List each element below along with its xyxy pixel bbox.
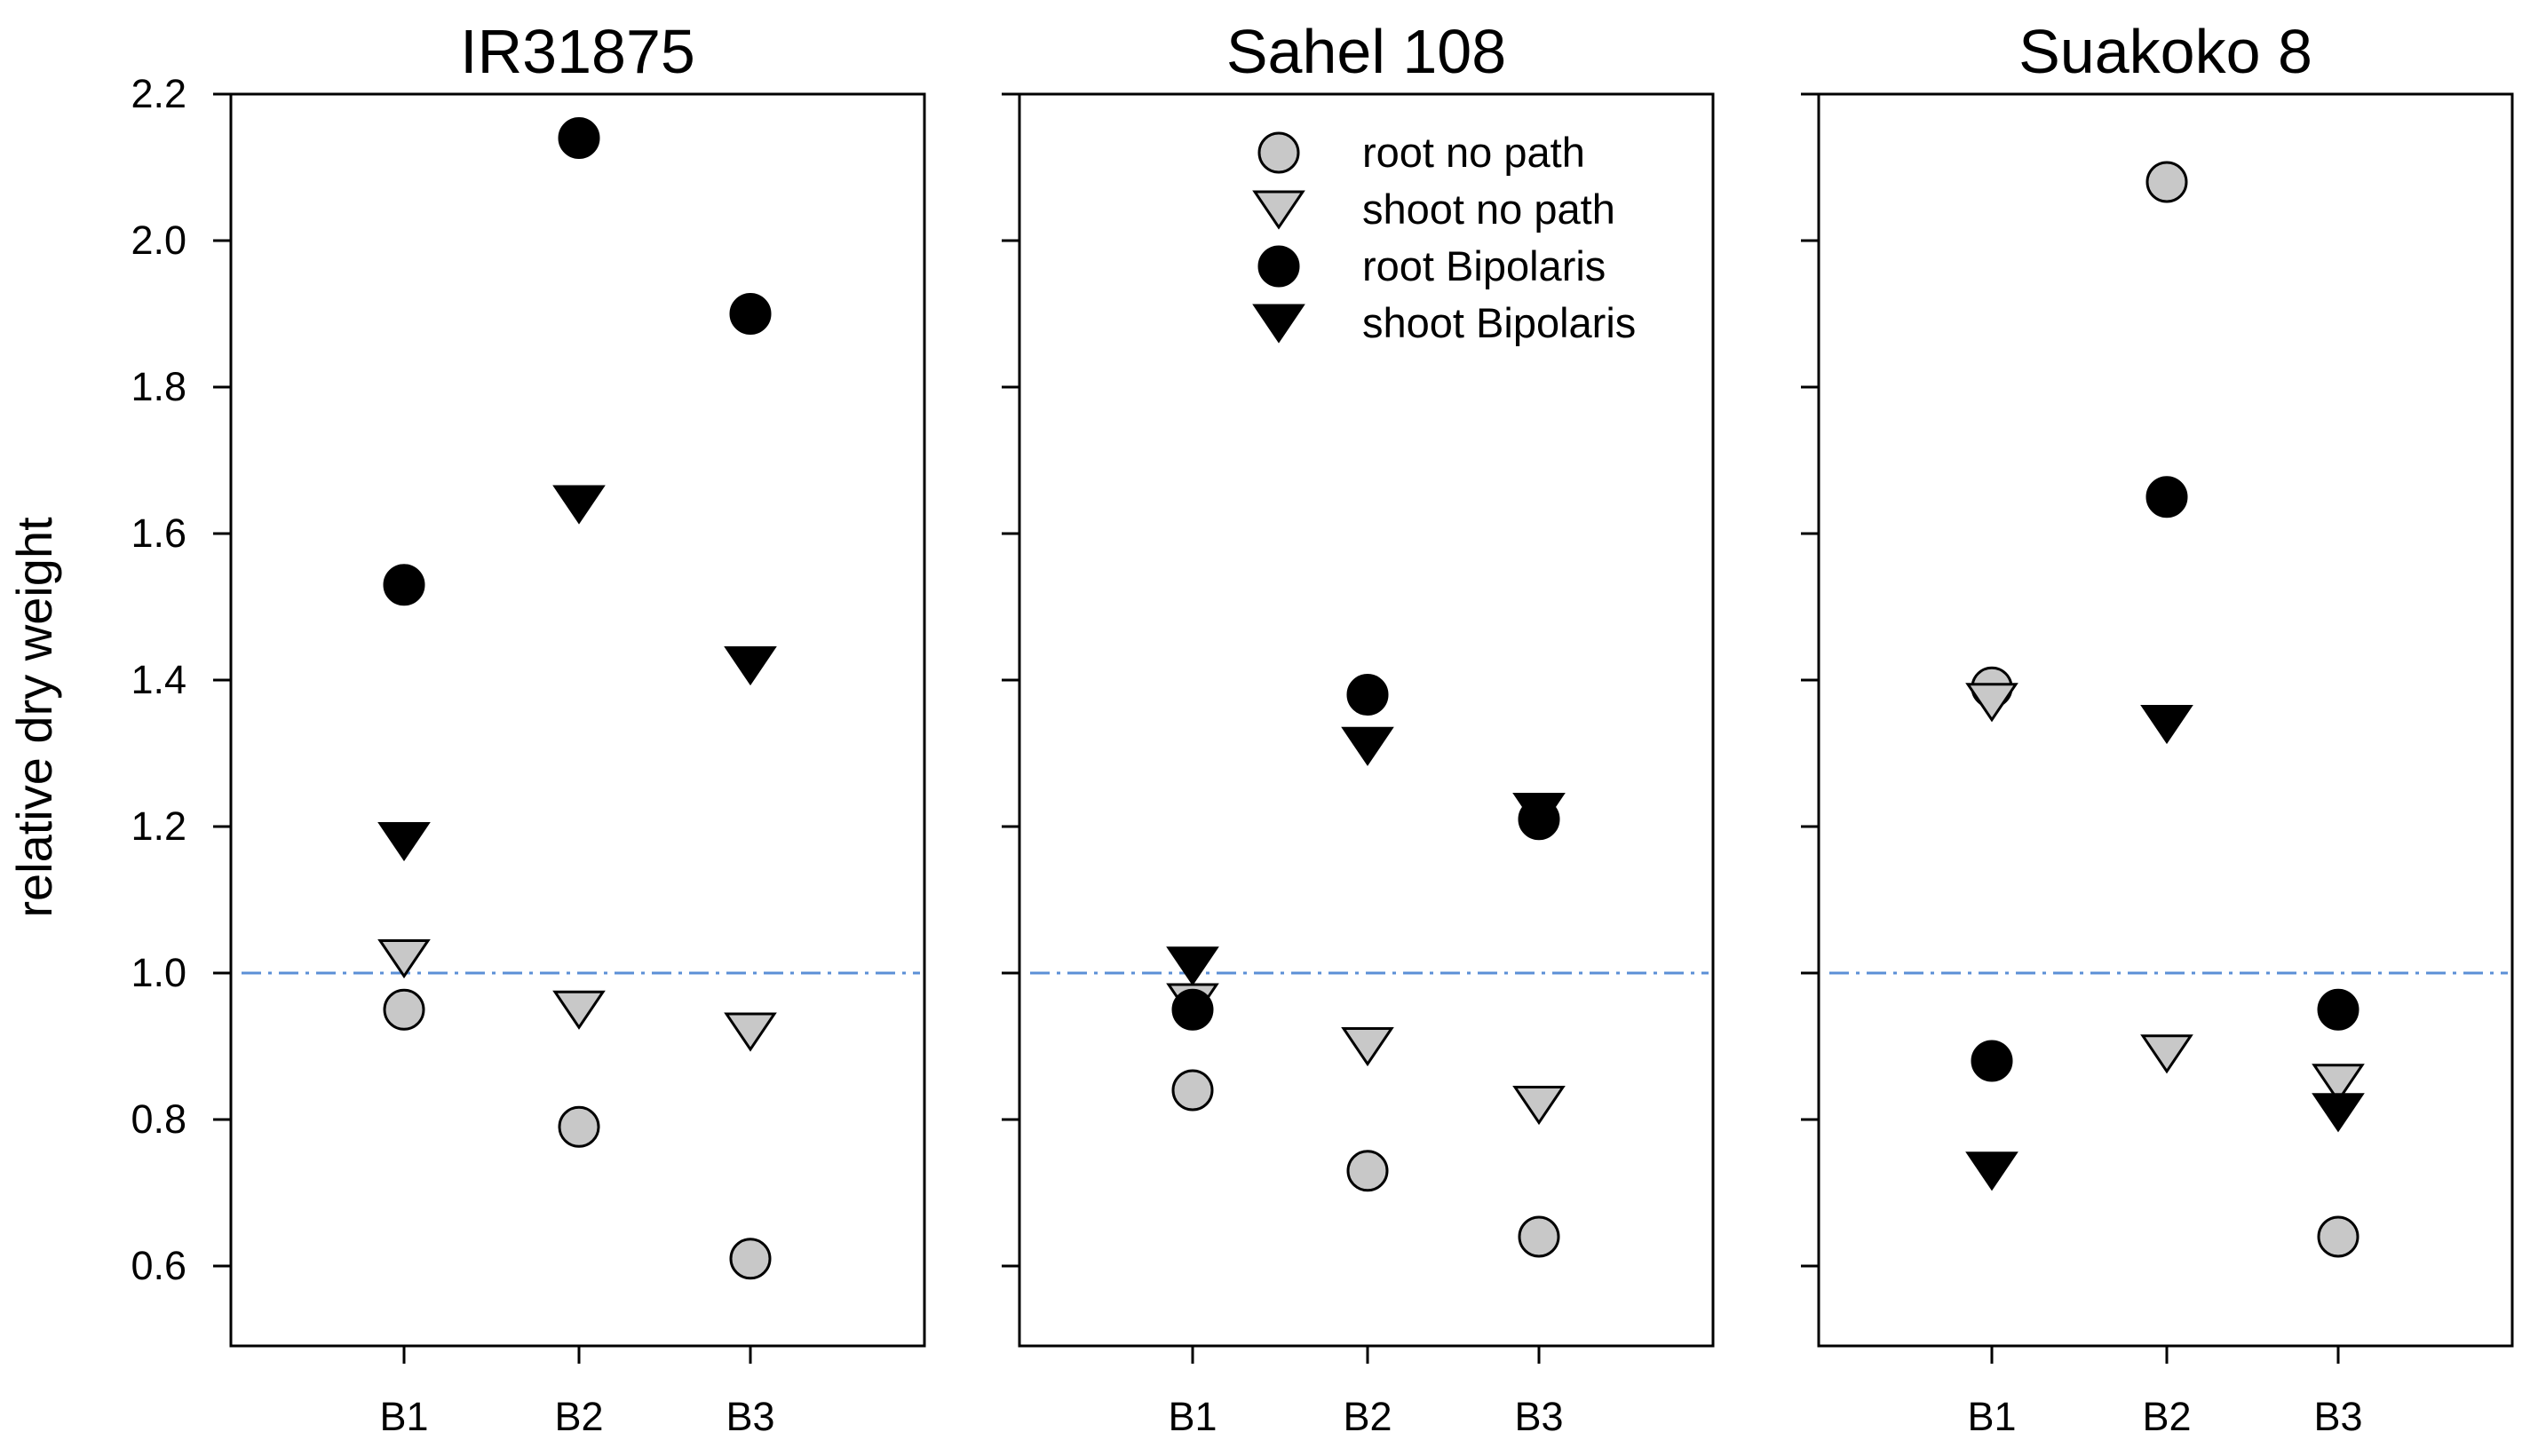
y-tick-label: 1.8 xyxy=(131,364,186,409)
data-point-shoot-no-path xyxy=(377,939,431,979)
data-point-root-no-path xyxy=(729,1238,772,1280)
y-tick-label: 1.4 xyxy=(131,657,186,702)
data-point-root-bipolaris xyxy=(1171,988,1214,1031)
data-point-shoot-bipolaris xyxy=(1341,726,1394,766)
x-tick-label: B1 xyxy=(1967,1394,2016,1439)
data-point-root-bipolaris xyxy=(2317,988,2359,1031)
legend-marker-root-bipolaris xyxy=(1257,245,1300,288)
panel-2: Sahel 108 B1 B2 B3 root no path shoot no path… xyxy=(1002,17,1715,1439)
data-point-shoot-no-path xyxy=(2312,1064,2365,1104)
data-point-shoot-bipolaris xyxy=(2140,705,2193,745)
x-tick-label: B2 xyxy=(2142,1394,2191,1439)
y-axis-label: relative dry weight xyxy=(6,517,62,918)
panels: IR31875 0.6 0.8 1.0 1.2 1.4 1.6 1.8 2.0 2.2 B1 B2 B3… xyxy=(131,17,2514,1439)
y-tick-label: 1.0 xyxy=(131,950,186,995)
x-tick-label: B1 xyxy=(379,1394,428,1439)
x-tick-label: B3 xyxy=(1514,1394,1563,1439)
data-point-root-bipolaris xyxy=(383,564,425,606)
panel-title: IR31875 xyxy=(460,17,695,86)
data-point-root-no-path xyxy=(1518,1215,1560,1258)
legend: root no path shoot no path root Bipolaris s… xyxy=(1252,129,1636,346)
legend-label: root no path xyxy=(1362,129,1585,176)
data-point-root-no-path xyxy=(1171,1069,1214,1112)
data-point-shoot-no-path xyxy=(2140,1034,2193,1074)
data-point-root-bipolaris xyxy=(729,293,772,335)
legend-label: shoot Bipolaris xyxy=(1362,299,1636,346)
y-tick-label: 0.6 xyxy=(131,1243,186,1288)
plot-frame xyxy=(229,92,926,1348)
data-point-root-bipolaris xyxy=(558,117,600,159)
y-tick-label: 1.6 xyxy=(131,510,186,556)
y-tick-label: 2.0 xyxy=(131,218,186,263)
x-tick-label: B2 xyxy=(554,1394,603,1439)
panel-1: IR31875 0.6 0.8 1.0 1.2 1.4 1.6 1.8 2.0 2.2 B1 B2 B3 xyxy=(131,17,926,1439)
data-point-shoot-no-path xyxy=(1965,683,2018,723)
x-tick-label: B2 xyxy=(1343,1394,1392,1439)
x-tick-label: B3 xyxy=(2313,1394,2362,1439)
legend-marker-root-no-path xyxy=(1257,131,1300,174)
data-point-shoot-bipolaris xyxy=(377,822,431,862)
data-point-root-no-path xyxy=(383,988,425,1031)
x-tick-label: B1 xyxy=(1168,1394,1217,1439)
data-point-shoot-bipolaris xyxy=(552,485,606,525)
data-point-root-no-path xyxy=(558,1105,600,1148)
data-point-shoot-bipolaris xyxy=(1166,946,1219,986)
panel-title: Sahel 108 xyxy=(1226,17,1506,86)
y-tick-label: 2.2 xyxy=(131,71,186,116)
data-point-root-bipolaris xyxy=(1346,674,1389,716)
data-point-shoot-bipolaris xyxy=(724,646,777,686)
data-point-root-no-path xyxy=(2145,161,2188,203)
legend-label: root Bipolaris xyxy=(1362,242,1606,289)
data-point-shoot-no-path xyxy=(552,990,606,1030)
data-point-root-bipolaris xyxy=(2145,476,2188,518)
data-point-shoot-bipolaris xyxy=(2312,1093,2365,1133)
legend-marker-shoot-no-path xyxy=(1252,190,1305,230)
x-tick-label: B3 xyxy=(726,1394,774,1439)
y-tick-label: 0.8 xyxy=(131,1096,186,1142)
data-point-shoot-no-path xyxy=(1512,1086,1566,1126)
data-point-shoot-no-path xyxy=(724,1012,777,1052)
panel-3: Suakoko 8 B1 B2 B3 xyxy=(1801,17,2514,1439)
legend-marker-shoot-bipolaris xyxy=(1252,304,1305,344)
panel-title: Suakoko 8 xyxy=(2018,17,2312,86)
data-point-shoot-no-path xyxy=(1341,1027,1394,1067)
data-point-root-no-path xyxy=(1346,1150,1389,1192)
data-point-shoot-bipolaris xyxy=(1965,1151,2018,1191)
data-point-shoot-bipolaris xyxy=(1512,793,1566,833)
legend-label: shoot no path xyxy=(1362,186,1615,233)
data-point-root-no-path xyxy=(2317,1215,2359,1258)
y-tick-label: 1.2 xyxy=(131,803,186,849)
data-point-root-bipolaris xyxy=(1971,1040,2013,1082)
